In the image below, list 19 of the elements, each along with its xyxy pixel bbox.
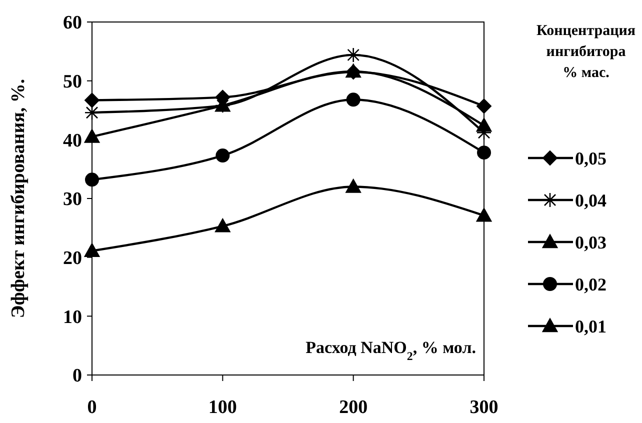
x-tick-label: 0: [87, 397, 97, 418]
legend-label: 0,02: [575, 274, 606, 294]
y-tick-label: 0: [72, 366, 82, 387]
y-tick-label: 20: [63, 248, 82, 269]
y-tick-label: 50: [63, 71, 82, 92]
y-tick-label: 60: [63, 12, 82, 34]
y-tick-label: 40: [63, 130, 82, 152]
y-tick-label: 10: [63, 306, 82, 328]
legend-label: 0,01: [575, 316, 606, 336]
x-tick-label: 100: [208, 397, 237, 418]
y-tick-label: 30: [63, 189, 82, 210]
y-axis-title: Эффект ингибирования, %.: [8, 78, 29, 318]
x-tick-label: 200: [339, 397, 368, 418]
x-axis-title: Расход NaNO$_{2}$, % мол.: [306, 338, 476, 363]
legend-label: 0,03: [575, 232, 606, 252]
legend-label: 0,04: [575, 190, 606, 210]
x-tick-label: 300: [470, 397, 498, 418]
legend-label: 0,05: [575, 148, 606, 168]
legend-title: Концентрация ингибитора % мас.: [536, 23, 636, 81]
